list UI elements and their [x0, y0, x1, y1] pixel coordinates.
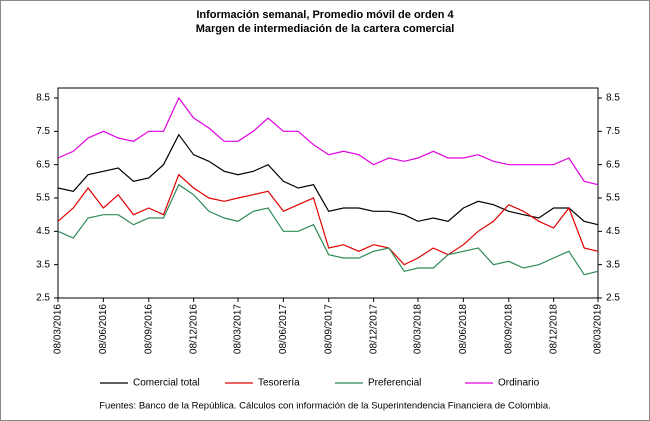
- x-tick-label: 08/09/2018: [503, 304, 514, 354]
- x-tick-label: 08/06/2017: [278, 304, 289, 354]
- x-tick-label: 08/12/2018: [548, 304, 559, 354]
- y-tick-label: 8.5: [36, 93, 50, 104]
- plot-area: [57, 87, 599, 299]
- series-line: [57, 133, 599, 226]
- y2-tick-label: 2.5: [606, 293, 620, 304]
- x-tick-label: 08/06/2018: [458, 304, 469, 354]
- legend-label: Tesorería: [258, 378, 300, 389]
- y-tick-label: 5.5: [36, 193, 50, 204]
- legend-label: Preferencial: [368, 378, 421, 389]
- series-line: [57, 96, 599, 186]
- x-tick-label: 08/09/2016: [143, 304, 154, 354]
- y2-tick-label: 8.5: [606, 93, 620, 104]
- x-tick-label: 08/12/2016: [188, 304, 199, 354]
- chart-subtitle: Margen de intermediación de la cartera c…: [196, 23, 455, 35]
- series-line: [57, 173, 599, 266]
- x-tick-label: 08/03/2019: [593, 304, 604, 354]
- y2-tick-label: 6.5: [606, 159, 620, 170]
- y-tick-label: 2.5: [36, 293, 50, 304]
- x-tick-label: 08/03/2018: [413, 304, 424, 354]
- legend-label: Ordinario: [498, 378, 540, 389]
- x-tick-label: 08/12/2017: [368, 304, 379, 354]
- y2-tick-label: 4.5: [606, 226, 620, 237]
- y-tick-label: 7.5: [36, 126, 50, 137]
- x-tick-label: 08/06/2016: [98, 304, 109, 354]
- y2-tick-label: 5.5: [606, 193, 620, 204]
- source: Fuentes: Banco de la República. Cálculos…: [99, 401, 551, 412]
- series-line: [57, 183, 599, 276]
- y-tick-label: 3.5: [36, 259, 50, 270]
- x-tick-label: 08/03/2016: [53, 304, 64, 354]
- y2-tick-label: 3.5: [606, 259, 620, 270]
- legend-label: Comercial total: [133, 378, 200, 389]
- x-tick-label: 08/03/2017: [233, 304, 244, 354]
- y-tick-label: 6.5: [36, 159, 50, 170]
- chart-title: Información semanal, Promedio móvil de o…: [196, 9, 454, 21]
- y-tick-label: 4.5: [36, 226, 50, 237]
- x-tick-label: 08/09/2017: [323, 304, 334, 354]
- y2-tick-label: 7.5: [606, 126, 620, 137]
